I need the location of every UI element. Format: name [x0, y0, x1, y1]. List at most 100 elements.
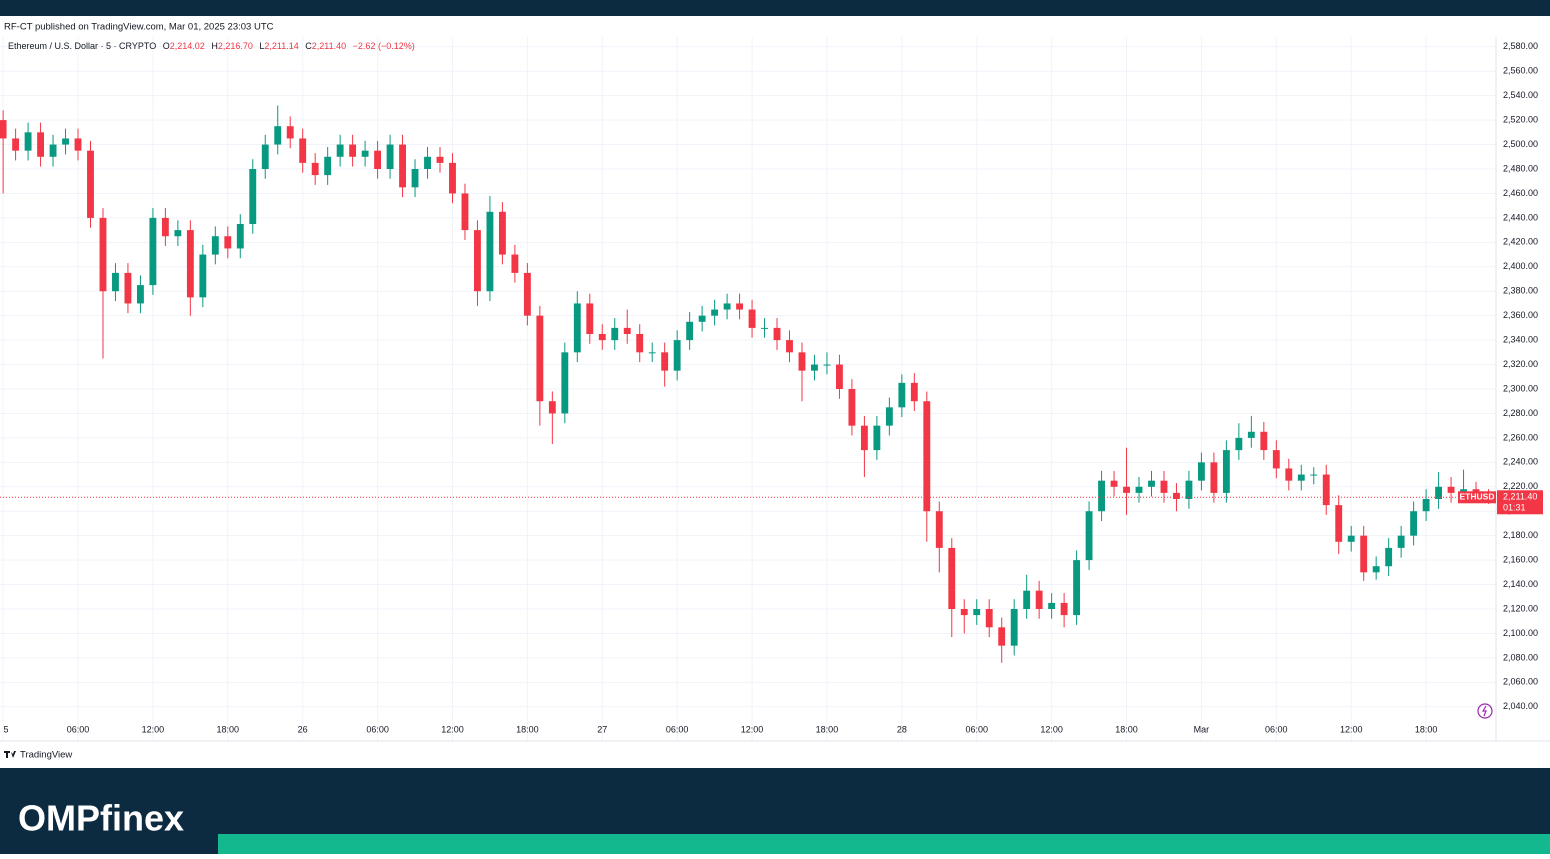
x-tick-label: 18:00 [816, 724, 839, 734]
y-tick-label: 2,260.00 [1503, 432, 1538, 442]
x-tick-label: Mar [1194, 724, 1210, 734]
candle-body [1297, 474, 1305, 481]
candle-body [1048, 602, 1056, 609]
candle-body [561, 352, 569, 414]
published-note: RF-CT published on TradingView.com, Mar … [4, 22, 274, 33]
y-tick-label: 2,460.00 [1503, 188, 1538, 198]
candle-body [124, 272, 132, 304]
candle-body [261, 144, 269, 169]
candle-body [1023, 590, 1031, 609]
x-tick-label: 5 [3, 724, 8, 734]
candle-body [1123, 486, 1130, 493]
x-tick-label: 06:00 [67, 724, 90, 734]
candle-body [761, 327, 768, 329]
y-tick-label: 2,280.00 [1503, 408, 1538, 418]
symbol-tag-bg [1458, 491, 1496, 504]
candle-body [511, 254, 519, 273]
candle-body [836, 364, 843, 389]
candle-body [1310, 474, 1318, 476]
candle-body [823, 364, 831, 366]
candle-body [573, 303, 581, 353]
candle-body [711, 309, 719, 316]
y-tick-label: 2,220.00 [1503, 481, 1538, 491]
countdown: 01:31 [1503, 503, 1526, 513]
candle-body [548, 401, 556, 414]
candle-body [24, 132, 32, 151]
candle-body [299, 138, 307, 163]
candle-body [1335, 505, 1343, 542]
candle-body [336, 144, 344, 157]
tv-icon [4, 751, 16, 758]
candle-body [424, 156, 431, 169]
legend: Ethereum / U.S. Dollar · 5 · CRYPTO O2,2… [8, 41, 415, 51]
y-tick-label: 2,120.00 [1503, 603, 1538, 613]
candle-body [374, 150, 382, 169]
y-tick-label: 2,040.00 [1503, 701, 1538, 711]
candle-body [661, 352, 669, 371]
close-label: C [305, 41, 312, 51]
symbol-name: Ethereum / U.S. Dollar · 5 · CRYPTO [8, 41, 156, 51]
candle-body [1010, 609, 1018, 646]
y-tick-label: 2,140.00 [1503, 579, 1538, 589]
candle-body [1360, 535, 1368, 573]
x-tick-label: 18:00 [516, 724, 539, 734]
x-tick-label: 12:00 [441, 724, 464, 734]
candle-body [1260, 431, 1268, 451]
tradingview-brand: TradingView [4, 750, 72, 761]
candle-body [161, 217, 169, 237]
low-value: 2,211.14 [264, 41, 298, 51]
candle-body [12, 138, 20, 151]
candle-body [74, 138, 82, 151]
lightning-icon[interactable] [1477, 703, 1493, 719]
candle-body [973, 609, 981, 616]
y-tick-label: 2,160.00 [1503, 554, 1538, 564]
candle-body [811, 364, 818, 371]
candle-body [249, 169, 257, 224]
candle-body [87, 150, 94, 218]
y-tick-label: 2,240.00 [1503, 457, 1538, 467]
candle-body [1148, 480, 1155, 487]
candle-body [623, 327, 631, 334]
y-tick-label: 2,560.00 [1503, 66, 1538, 76]
candle-body [1397, 535, 1405, 548]
candle-body [62, 138, 69, 145]
candle-body [998, 627, 1006, 646]
candle-body [1060, 602, 1068, 616]
x-tick-label: 06:00 [366, 724, 389, 734]
low-label: L [259, 41, 264, 51]
candle-body [1160, 480, 1168, 493]
candle-body [49, 144, 57, 157]
x-tick-label: 06:00 [965, 724, 988, 734]
symbol-tag: ETHUSD [1460, 492, 1495, 502]
candle-body [723, 303, 731, 310]
candle-body [0, 120, 7, 139]
y-tick-label: 2,360.00 [1503, 310, 1538, 320]
candle-body [873, 425, 881, 451]
brand-text: TradingView [20, 750, 72, 761]
y-tick-label: 2,080.00 [1503, 652, 1538, 662]
footer-accent [218, 834, 1550, 854]
y-tick-label: 2,340.00 [1503, 334, 1538, 344]
y-tick-label: 2,520.00 [1503, 114, 1538, 124]
candle-body [611, 327, 619, 341]
candle-body [748, 309, 756, 328]
candle-body [461, 193, 469, 231]
x-tick-label: 12:00 [1340, 724, 1363, 734]
candle-body [211, 236, 219, 255]
candle-body [1447, 486, 1455, 493]
candle-body [112, 272, 119, 292]
footer-logo: OMPfinex [18, 798, 184, 839]
candle-body [935, 511, 943, 548]
y-tick-label: 2,580.00 [1503, 41, 1538, 51]
candle-body [1285, 468, 1293, 481]
candle-body [1173, 492, 1180, 499]
candle-body [1197, 462, 1205, 481]
candle-body [985, 609, 993, 628]
candle-body [149, 217, 157, 286]
candle-body [1098, 480, 1105, 512]
y-tick-label: 2,540.00 [1503, 90, 1538, 100]
candle-body [361, 150, 369, 157]
change-value: −2.62 (−0.12%) [353, 41, 415, 51]
high-label: H [211, 41, 218, 51]
